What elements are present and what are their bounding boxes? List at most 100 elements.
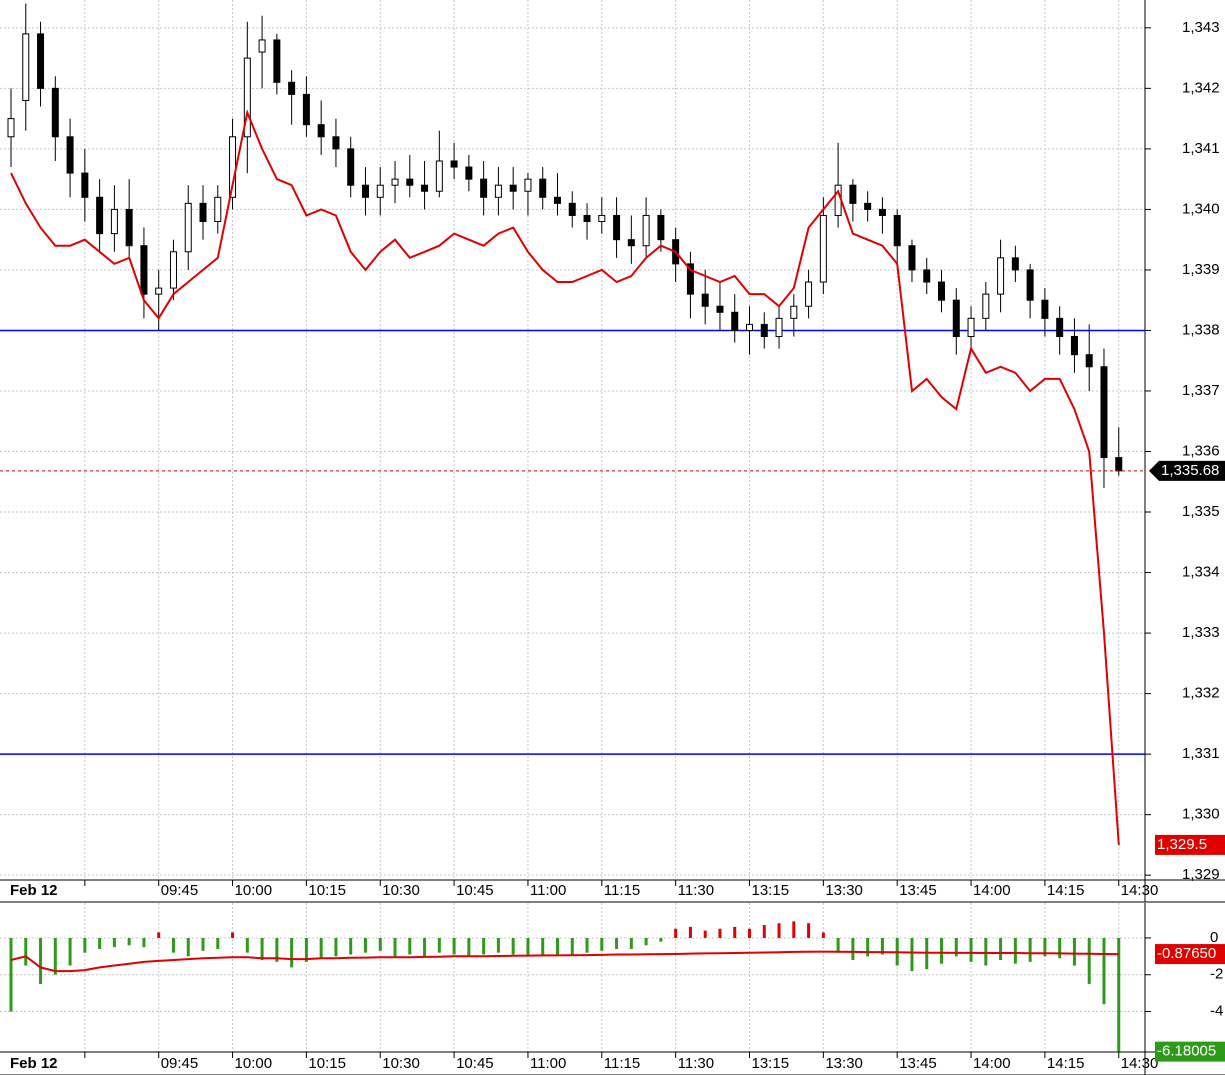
histogram-bar — [674, 928, 678, 938]
y-tick-label: -2 — [1210, 966, 1223, 983]
candle-body — [613, 214, 621, 241]
candle-body — [893, 214, 901, 247]
histogram-bar — [866, 937, 870, 957]
candle-body — [169, 251, 177, 289]
x-tick-label: 10:45 — [456, 882, 494, 899]
candle-body — [642, 214, 650, 247]
candle-body — [317, 124, 325, 138]
y-tick-label: 1,343 — [1182, 19, 1220, 36]
candle-body — [66, 136, 74, 174]
x-tick-label: 14:15 — [1047, 882, 1085, 899]
candle-body — [568, 202, 576, 216]
y-tick-label: 1,342 — [1182, 79, 1220, 96]
y-tick-label: 1,333 — [1182, 624, 1220, 641]
candle-body — [746, 323, 753, 331]
y-tick-label: 1,338 — [1182, 321, 1220, 338]
candle-body — [1100, 366, 1108, 459]
y-tick-label: 1,339 — [1182, 261, 1220, 278]
candle-body — [982, 293, 990, 319]
histogram-bar — [910, 937, 914, 972]
candle-body — [155, 287, 163, 295]
candle-body — [701, 293, 709, 307]
histogram-bar — [733, 926, 737, 938]
x-tick-label: 13:45 — [899, 882, 937, 899]
candle-body — [51, 87, 59, 138]
histogram-bar — [555, 937, 559, 955]
histogram-bar — [954, 937, 958, 957]
last-value-label: 1,329.5 — [1157, 836, 1207, 853]
histogram-bar — [9, 937, 13, 1012]
histogram-bar — [378, 937, 382, 951]
histogram-bar — [999, 937, 1003, 961]
candle-body — [243, 57, 251, 138]
histogram-bar — [304, 937, 308, 962]
candle-body — [199, 202, 207, 223]
candle-body — [361, 184, 369, 198]
candle-body — [1041, 299, 1049, 319]
y-tick-label: 1,329 — [1182, 866, 1220, 883]
candle-body — [790, 305, 798, 319]
histogram-bar — [600, 937, 604, 951]
candle-body — [775, 317, 783, 338]
candle-body — [657, 214, 665, 241]
x-tick-label: 13:15 — [752, 1055, 790, 1072]
candle-body — [391, 178, 399, 186]
histogram-bar — [777, 923, 781, 938]
x-date-label: Feb 12 — [10, 882, 58, 899]
x-tick-label: 09:45 — [161, 1055, 199, 1072]
candle-body — [524, 178, 532, 192]
x-tick-label: 10:45 — [456, 1055, 494, 1072]
histogram-bar — [142, 937, 146, 948]
histogram-bar — [260, 937, 264, 961]
candle-body — [1056, 317, 1064, 338]
candle-body — [273, 39, 281, 83]
x-tick-label: 10:30 — [382, 882, 420, 899]
histogram-bar — [39, 937, 43, 984]
histogram-bar — [24, 937, 28, 966]
x-tick-label: 10:00 — [235, 1055, 273, 1072]
candle-body — [1011, 257, 1019, 271]
x-tick-label: 14:00 — [973, 882, 1011, 899]
candle-body — [819, 214, 827, 283]
histogram-bar — [541, 937, 545, 957]
candle-body — [494, 184, 502, 198]
x-tick-label: 14:15 — [1047, 1055, 1085, 1072]
candle-body — [288, 81, 296, 95]
candle-body — [1085, 354, 1093, 368]
y-tick-label: 1,337 — [1182, 382, 1220, 399]
histogram-bar — [821, 932, 825, 938]
candle-body — [406, 178, 414, 186]
candle-body — [214, 196, 222, 223]
histogram-bar — [393, 937, 397, 957]
signal-line — [10, 950, 1119, 973]
candle-body — [37, 33, 45, 89]
histogram-bar — [984, 937, 988, 966]
histogram-bar — [98, 937, 102, 949]
candle-body — [435, 160, 443, 192]
histogram-bar — [423, 937, 427, 957]
histogram-bar — [68, 937, 72, 966]
x-tick-label: 11:30 — [678, 882, 714, 899]
last-value-label: -0.87650 — [1157, 945, 1216, 962]
candle-body — [480, 178, 488, 198]
x-tick-label: 13:30 — [825, 882, 863, 899]
histogram-bar — [1117, 937, 1121, 1052]
candle-body — [465, 166, 473, 180]
histogram-bar — [851, 937, 855, 961]
last-value-tag — [1149, 460, 1225, 481]
candle-body — [878, 208, 886, 216]
histogram-bar — [511, 937, 515, 955]
histogram-bar — [644, 937, 648, 946]
x-tick-label: 11:30 — [678, 1055, 714, 1072]
histogram-bar — [688, 926, 692, 938]
histogram-bar — [467, 937, 471, 957]
x-tick-label: 10:30 — [382, 1055, 420, 1072]
candle-body — [923, 269, 931, 283]
candle-body — [376, 184, 384, 198]
histogram-bar — [762, 925, 766, 938]
histogram-bar — [1072, 937, 1076, 966]
x-date-label: Feb 12 — [10, 1055, 58, 1072]
histogram-bar — [157, 932, 161, 938]
candle-body — [864, 202, 872, 210]
